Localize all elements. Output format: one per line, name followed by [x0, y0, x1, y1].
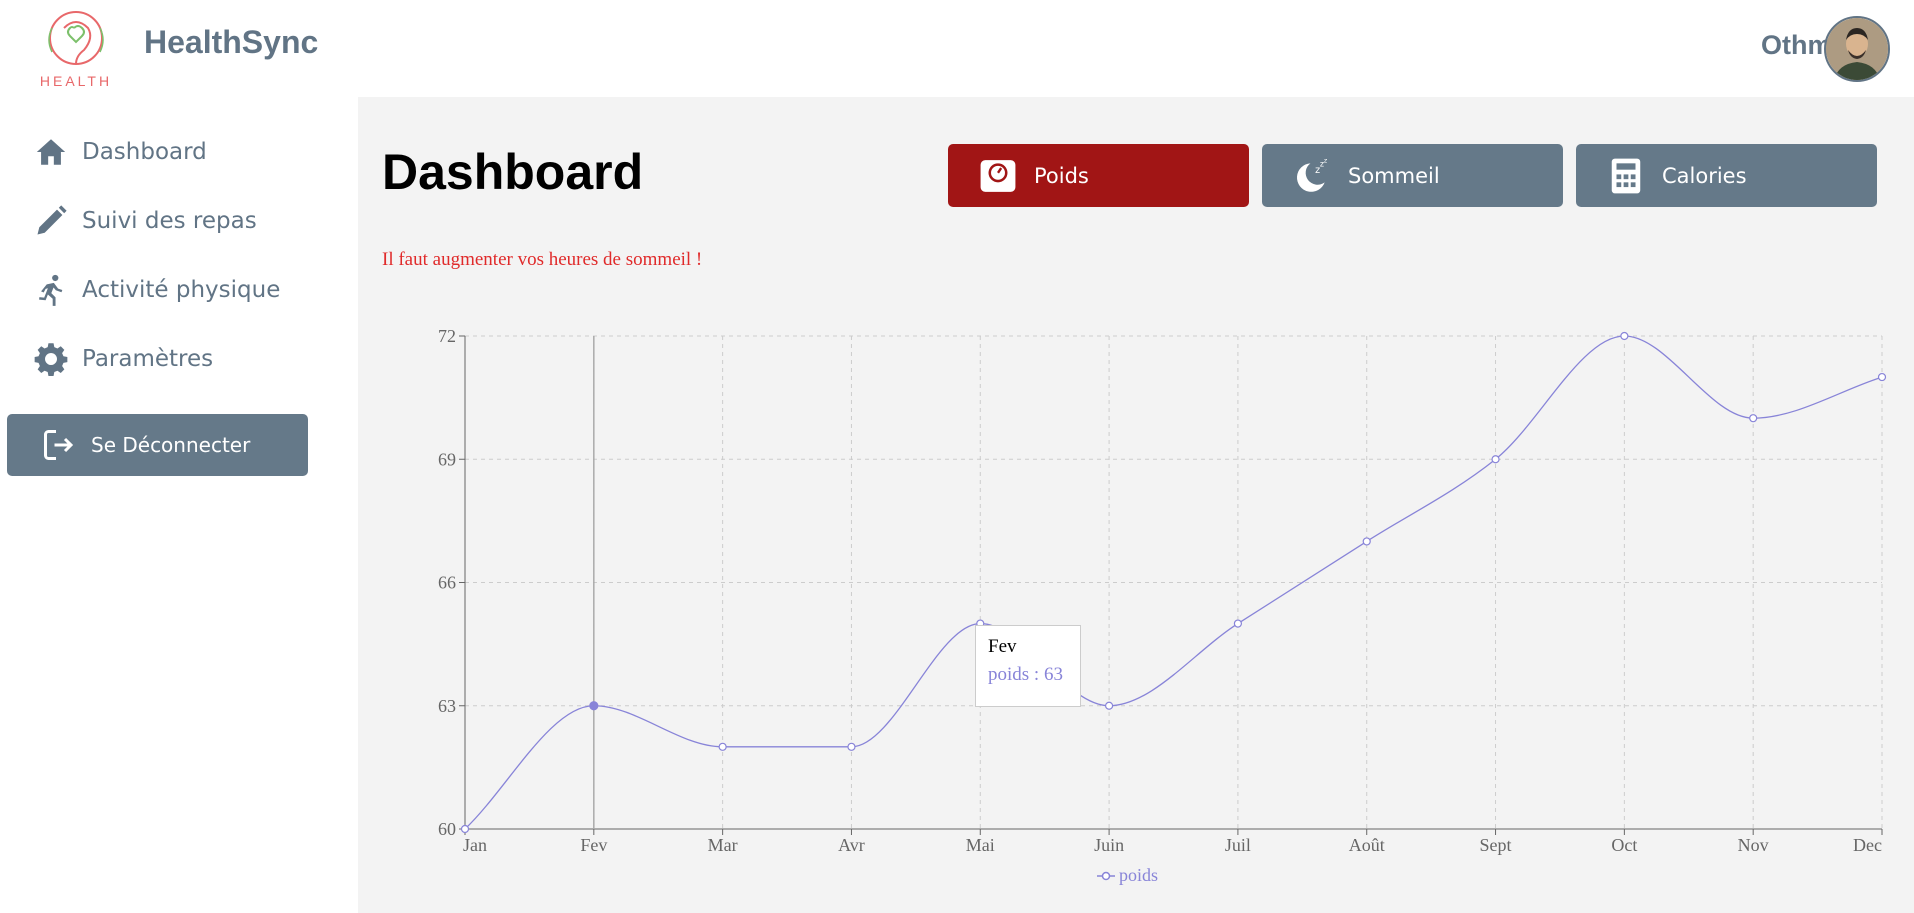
data-point	[847, 742, 856, 751]
sidebar-item-label: Dashboard	[82, 139, 207, 165]
y-tick-label: 69	[438, 449, 456, 469]
data-point	[1491, 455, 1500, 464]
poids-label: Poids	[1034, 163, 1089, 188]
data-point	[718, 742, 727, 751]
chart-tooltip: Fev poids : 63	[975, 625, 1081, 707]
x-tick-label: Juil	[1225, 835, 1251, 855]
y-tick-label: 66	[438, 573, 456, 593]
data-point	[1749, 414, 1758, 423]
x-tick-label: Mai	[966, 835, 995, 855]
avatar[interactable]	[1824, 16, 1890, 82]
logout-icon	[37, 423, 81, 467]
svg-text:z: z	[1324, 157, 1328, 164]
brand-logo: HEALTH	[28, 6, 124, 92]
brand-name: HealthSync	[144, 24, 319, 60]
sidebar-item-label: Activité physique	[82, 277, 281, 303]
weight-chart: 60 63 66 69 72 Jan Fev Mar Avr Mai Juin Juil Août Sep…	[438, 326, 1887, 855]
tooltip-value: poids : 63	[988, 664, 1063, 685]
calories-label: Calories	[1662, 163, 1747, 188]
data-point	[460, 824, 470, 834]
sidebar-item-dashboard[interactable]: Dashboard	[30, 130, 207, 174]
sidebar-item-meals[interactable]: Suivi des repas	[30, 199, 257, 243]
sidebar-item-settings[interactable]: Paramètres	[30, 337, 213, 381]
data-point	[1233, 619, 1243, 628]
svg-text:z: z	[1320, 159, 1324, 168]
tooltip-title: Fev	[988, 636, 1017, 657]
x-tick-label: Sept	[1480, 835, 1512, 855]
home-icon	[30, 131, 72, 173]
sommeil-label: Sommeil	[1348, 163, 1440, 188]
y-tick-label: 63	[438, 696, 456, 716]
legend-label: poids	[1119, 865, 1159, 885]
sidebar-item-label: Suivi des repas	[82, 208, 257, 234]
data-point	[1104, 701, 1114, 710]
scale-icon	[978, 156, 1018, 196]
page-title: Dashboard	[382, 144, 644, 200]
data-point	[1362, 537, 1371, 546]
x-tick-label: Juin	[1094, 835, 1124, 855]
x-tick-label: Avr	[838, 835, 865, 855]
poids-button[interactable]: Poids	[948, 144, 1249, 207]
sleep-alert: Il faut augmenter vos heures de sommeil …	[382, 249, 703, 270]
x-tick-label: Août	[1349, 835, 1385, 855]
sidebar-item-activity[interactable]: Activité physique	[30, 268, 280, 312]
calories-button[interactable]: Calories	[1576, 144, 1877, 207]
x-tick-label: Fev	[580, 835, 607, 855]
gear-icon	[30, 338, 72, 380]
y-tick-label: 60	[438, 819, 456, 839]
data-point	[589, 701, 599, 711]
chart-legend[interactable]: poids	[1096, 865, 1158, 886]
pencil-icon	[30, 200, 72, 242]
logo-text: HEALTH	[40, 73, 112, 89]
calculator-icon	[1606, 156, 1646, 196]
x-tick-label: Jan	[463, 835, 487, 855]
series-line-poids	[464, 335, 1883, 830]
data-point	[1877, 372, 1887, 382]
running-icon	[30, 269, 72, 311]
svg-text:z: z	[1315, 164, 1320, 175]
logout-button[interactable]: Se Déconnecter	[7, 414, 308, 476]
y-tick-label: 72	[438, 326, 456, 346]
x-tick-label: Mar	[708, 835, 738, 855]
x-tick-label: Dec	[1853, 835, 1882, 855]
x-tick-label: Nov	[1738, 835, 1769, 855]
legend-line-icon	[1097, 871, 1115, 880]
sidebar-item-label: Paramètres	[82, 346, 214, 372]
x-tick-label: Oct	[1611, 835, 1637, 855]
data-point	[1620, 331, 1629, 341]
logout-label: Se Déconnecter	[91, 433, 251, 457]
